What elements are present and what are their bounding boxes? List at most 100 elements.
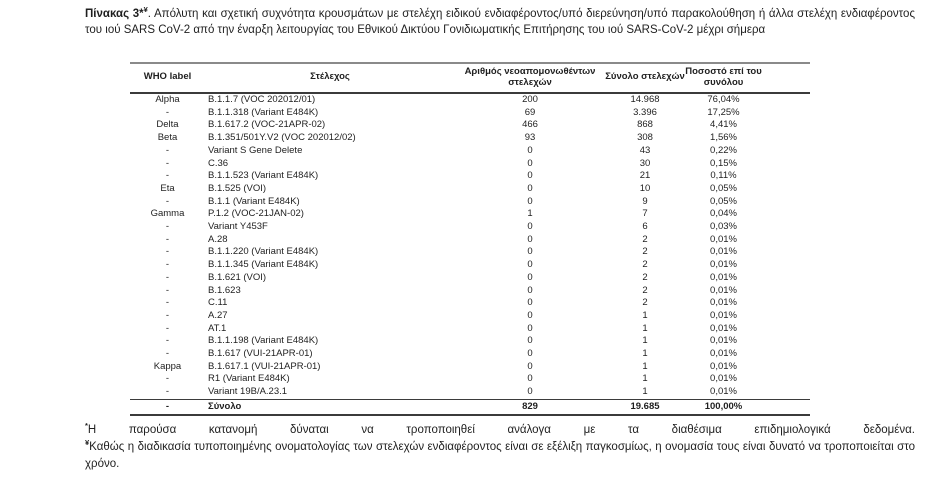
new-isolates-count-cell: 0 xyxy=(527,221,533,233)
who-label-cell: - xyxy=(165,246,170,258)
footnote-1-marker: * xyxy=(85,421,88,431)
total-strains-count-cell: 2 xyxy=(642,246,648,258)
new-isolates-count-cell: 0 xyxy=(527,144,533,156)
table-header: WHO label Στέλεχος Αριθμός νεοαπομονωθέν… xyxy=(130,62,810,94)
total-strains-count-cell: 3.396 xyxy=(633,106,657,118)
table-row: - A.27 0 1 0,01% xyxy=(130,310,810,323)
total-strains-count-cell: 14.968 xyxy=(630,94,660,105)
strain-cell: Σύνολο xyxy=(205,398,455,417)
table-row: - Variant S Gene Delete 0 43 0,22% xyxy=(130,145,810,158)
percent-of-total-cell: 0,01% xyxy=(710,360,737,372)
who-label-cell: - xyxy=(165,322,170,334)
footnote-2-marker: ¥ xyxy=(85,438,90,448)
who-label-cell: - xyxy=(165,157,170,169)
new-isolates-count-cell: 0 xyxy=(527,297,533,309)
percent-of-total-cell: 0,01% xyxy=(710,373,737,385)
header-who-label: WHO label xyxy=(130,62,205,94)
who-label-cell: - xyxy=(165,335,170,347)
percent-of-total-cell: 100,00% xyxy=(685,398,810,417)
table-row: Eta B.1.525 (VOI) 0 10 0,05% xyxy=(130,183,810,196)
total-strains-count-cell: 10 xyxy=(639,182,651,194)
table-row: Beta B.1.351/501Y.V2 (VOC 202012/02) 93 308… xyxy=(130,132,810,145)
who-label-cell: - xyxy=(130,398,205,417)
new-isolates-count-cell: 0 xyxy=(527,386,533,398)
strain-cell: B.1.1.318 (Variant E484K) xyxy=(208,106,319,118)
table-caption-number: Πίνακας 3*¥ xyxy=(85,6,148,20)
header-percent-of-total: Ποσοστό επί του συνόλου xyxy=(685,62,810,94)
header-new-isolates: Αριθμός νεοαπομονωθέντων στελεχών xyxy=(455,62,605,94)
table-caption: Πίνακας 3*¥. Απόλυτη και σχετική συχνότη… xyxy=(85,6,915,38)
strain-cell: Variant 19B/A.23.1 xyxy=(208,386,288,398)
who-label-cell: - xyxy=(165,221,170,233)
new-isolates-count-cell: 200 xyxy=(522,94,538,105)
new-isolates-count-cell: 1 xyxy=(527,208,533,220)
who-label-cell: Gamma xyxy=(150,208,185,220)
percent-of-total-cell: 17,25% xyxy=(707,106,740,118)
strain-cell: C.36 xyxy=(208,157,229,169)
new-isolates-count-cell: 0 xyxy=(527,335,533,347)
strain-cell: B.1.1.345 (Variant E484K) xyxy=(208,259,319,271)
new-isolates-count-cell: 0 xyxy=(527,233,533,245)
who-label-cell: Delta xyxy=(156,119,179,131)
total-strains-count-cell: 2 xyxy=(642,233,648,245)
strain-cell: AT.1 xyxy=(208,322,227,334)
strain-cell: B.1.617.1 (VUI-21APR-01) xyxy=(208,360,321,372)
table-row: - C.11 0 2 0,01% xyxy=(130,297,810,310)
total-strains-count-cell: 1 xyxy=(642,322,648,334)
table-row: - B.1.1.198 (Variant E484K) 0 1 0,01% xyxy=(130,335,810,348)
new-isolates-count-cell: 0 xyxy=(527,373,533,385)
total-strains-count-cell: 1 xyxy=(642,309,648,321)
table-caption-text: . Απόλυτη και σχετική συχνότητα κρουσμάτ… xyxy=(85,8,915,36)
table-row: Gamma P.1.2 (VOC-21JAN-02) 1 7 0,04% xyxy=(130,208,810,221)
total-strains-count-cell: 1 xyxy=(642,360,648,372)
total-strains-count-cell: 1 xyxy=(642,386,648,398)
total-strains-count-cell: 1 xyxy=(642,335,648,347)
strain-cell: A.28 xyxy=(208,233,228,245)
new-isolates-count-cell: 93 xyxy=(524,132,536,144)
total-strains-count-cell: 6 xyxy=(642,221,648,233)
percent-of-total-cell: 0,01% xyxy=(710,322,737,334)
percent-of-total-cell: 0,22% xyxy=(710,144,737,156)
who-label-cell: Kappa xyxy=(153,360,182,372)
strain-cell: B.1.525 (VOI) xyxy=(208,182,267,194)
new-isolates-count-cell: 0 xyxy=(527,157,533,169)
table-row: - B.1.621 (VOI) 0 2 0,01% xyxy=(130,272,810,285)
new-isolates-count-cell: 0 xyxy=(527,360,533,372)
footnote-2-text: Καθώς η διαδικασία τυποποιημένης ονοματο… xyxy=(85,441,915,470)
percent-of-total-cell: 0,11% xyxy=(710,170,737,182)
total-strains-count-cell: 868 xyxy=(637,119,653,131)
total-strains-count-cell: 1 xyxy=(642,373,648,385)
footnote-1: *Η παρούσα κατανομή δύναται να τροποποιη… xyxy=(85,422,915,439)
who-label-cell: Alpha xyxy=(155,94,180,105)
strain-cell: B.1.1 (Variant E484K) xyxy=(208,195,300,207)
new-isolates-count-cell: 0 xyxy=(527,170,533,182)
new-isolates-count-cell: 0 xyxy=(527,246,533,258)
table-row: - C.36 0 30 0,15% xyxy=(130,158,810,171)
who-label-cell: - xyxy=(165,233,170,245)
who-label-cell: - xyxy=(165,259,170,271)
new-isolates-count-cell: 0 xyxy=(527,271,533,283)
percent-of-total-cell: 0,01% xyxy=(710,309,737,321)
total-strains-count-cell: 43 xyxy=(639,144,651,156)
new-isolates-count-cell: 0 xyxy=(527,309,533,321)
total-strains-count-cell: 2 xyxy=(642,271,648,283)
table-row: Kappa B.1.617.1 (VUI-21APR-01) 0 1 0,01% xyxy=(130,361,810,374)
who-label-cell: - xyxy=(165,195,170,207)
who-label-cell: - xyxy=(165,348,170,360)
who-label-cell: Beta xyxy=(157,132,178,144)
footnote-2: ¥Καθώς η διαδικασία τυποποιημένης ονοματ… xyxy=(85,439,915,473)
who-label-cell: - xyxy=(165,297,170,309)
percent-of-total-cell: 0,01% xyxy=(710,335,737,347)
new-isolates-count-cell: 0 xyxy=(527,348,533,360)
total-strains-count-cell: 9 xyxy=(642,195,648,207)
table-row: Alpha B.1.1.7 (VOC 202012/01) 200 14.968 76,… xyxy=(130,93,810,107)
table-body: Alpha B.1.1.7 (VOC 202012/01) 200 14.968 76,… xyxy=(130,93,810,417)
percent-of-total-cell: 0,03% xyxy=(710,221,737,233)
table-row: - B.1.1.345 (Variant E484K) 0 2 0,01% xyxy=(130,259,810,272)
strain-cell: B.1.1.220 (Variant E484K) xyxy=(208,246,319,258)
new-isolates-count-cell: 829 xyxy=(455,398,605,417)
strain-cell: Variant S Gene Delete xyxy=(208,144,303,156)
total-strains-count-cell: 19.685 xyxy=(605,398,685,417)
total-strains-count-cell: 30 xyxy=(639,157,651,169)
strain-cell: Variant Y453F xyxy=(208,221,268,233)
